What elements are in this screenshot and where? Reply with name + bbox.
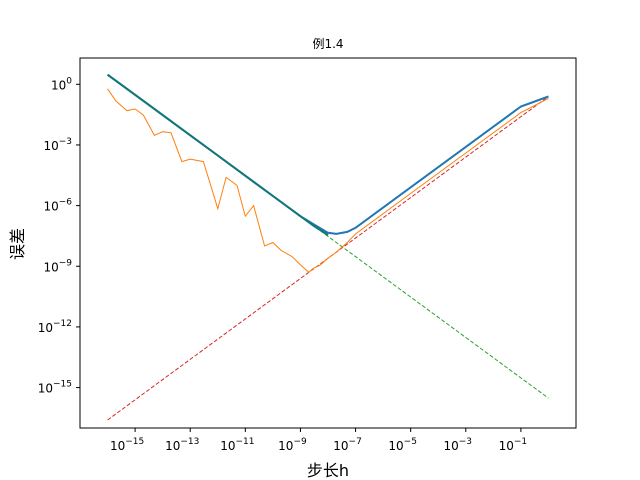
chart-title: 例1.4 — [312, 37, 343, 51]
series-layer — [107, 73, 549, 421]
y-tick-label-0: 100 — [51, 76, 72, 92]
x-axis-label: 步长h — [307, 461, 349, 480]
series-line-3 — [107, 88, 549, 273]
x-tick-label-7: 10−1 — [499, 437, 528, 453]
y-tick-label-1: 10−3 — [43, 137, 72, 153]
x-tick-label-0: 10−15 — [110, 437, 144, 453]
y-tick-label-3: 10−9 — [43, 258, 72, 274]
y-tick-label-5: 10−15 — [38, 380, 72, 396]
y-axis-label: 误差 — [8, 228, 27, 260]
y-tick-label-2: 10−6 — [43, 198, 72, 214]
series-line-4 — [107, 73, 329, 236]
x-tick-label-4: 10−7 — [333, 437, 362, 453]
x-tick-label-6: 10−3 — [443, 437, 472, 453]
x-tick-label-1: 10−13 — [165, 437, 199, 453]
series-line-2 — [107, 73, 549, 235]
plot-frame — [79, 57, 577, 429]
x-ticks: 10−15 10−13 10−11 10−9 10−7 10−5 10−3 10−1 — [110, 428, 527, 453]
y-ticks: 100 10−3 10−6 10−9 10−12 10−15 — [38, 76, 80, 396]
x-tick-label-2: 10−11 — [220, 437, 254, 453]
x-tick-label-5: 10−5 — [388, 437, 417, 453]
y-tick-label-4: 10−12 — [38, 319, 72, 335]
x-tick-label-3: 10−9 — [278, 437, 307, 453]
